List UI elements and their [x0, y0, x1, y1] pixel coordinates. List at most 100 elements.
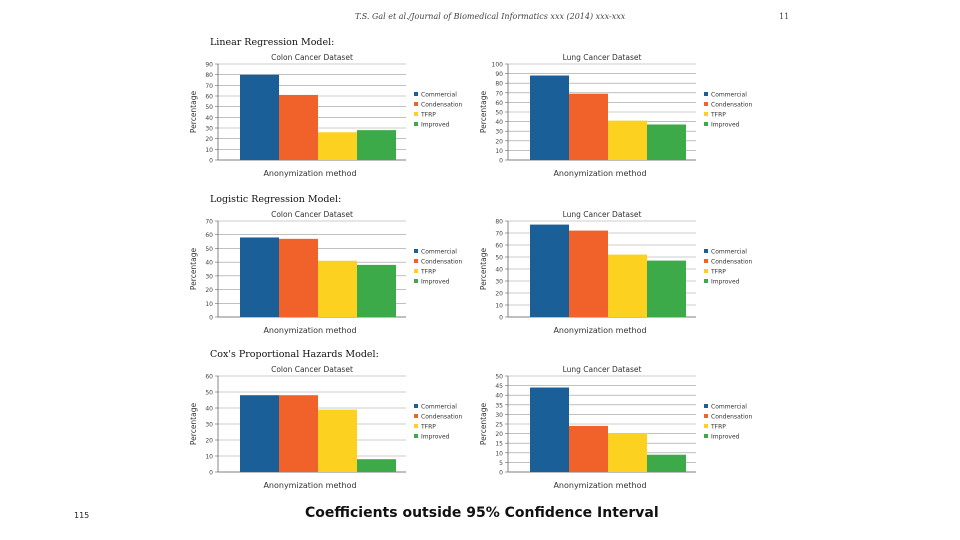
chart-logistic-lung: Lung Cancer Dataset 0 10 20 30 40 50 60 70 80 Anon… — [479, 210, 752, 335]
y-tick-label: 50 — [495, 374, 503, 381]
chart-logistic-colon: Colon Cancer Dataset 0 10 20 30 40 50 60 70 Anony… — [189, 210, 462, 335]
y-tick-label: 15 — [495, 441, 503, 448]
bar-improved — [647, 454, 686, 472]
slide-number: 115 — [74, 511, 90, 520]
legend-label: Improved — [711, 434, 740, 441]
y-tick-label: 60 — [205, 232, 213, 239]
legend-swatch — [704, 434, 708, 438]
legend-label: Commercial — [421, 404, 457, 411]
bar-condensation — [279, 94, 318, 160]
legend-swatch — [704, 112, 708, 116]
bar-tfrp — [318, 260, 357, 317]
bar-condensation — [569, 230, 608, 317]
bar-commercial — [240, 237, 279, 317]
chart-title: Colon Cancer Dataset — [271, 210, 353, 219]
y-tick-label: 20 — [205, 136, 213, 143]
bar-tfrp — [318, 409, 357, 472]
y-axis-label: Percentage — [479, 248, 488, 291]
legend-swatch — [414, 112, 418, 116]
y-tick-label: 40 — [495, 119, 503, 126]
y-tick-label: 20 — [495, 431, 503, 438]
legend-label: Condensation — [711, 259, 752, 266]
bar-improved — [647, 260, 686, 317]
journal-page-number: 11 — [779, 12, 790, 21]
y-tick-label: 60 — [495, 243, 503, 250]
bar-commercial — [530, 75, 569, 160]
chart-cox-colon: Colon Cancer Dataset 0 10 20 30 40 50 60 Anonymi… — [189, 365, 462, 490]
legend-label: Commercial — [711, 404, 747, 411]
legend-label: TFRP — [420, 424, 436, 431]
bar-commercial — [240, 395, 279, 472]
y-tick-label: 30 — [495, 412, 503, 419]
bar-improved — [647, 124, 686, 160]
bar-commercial — [240, 74, 279, 160]
y-tick-label: 40 — [205, 406, 213, 413]
y-tick-label: 100 — [492, 62, 504, 69]
bar-tfrp — [608, 254, 647, 317]
legend-swatch — [704, 279, 708, 283]
x-axis-label: Anonymization method — [553, 169, 646, 178]
y-tick-label: 30 — [495, 279, 503, 286]
legend-label: Improved — [711, 279, 740, 286]
bar-tfrp — [318, 132, 357, 160]
y-tick-label: 30 — [205, 273, 213, 280]
legend-swatch — [414, 122, 418, 126]
legend-label: Commercial — [421, 249, 457, 256]
legend-swatch — [414, 434, 418, 438]
legend-label: Commercial — [711, 249, 747, 256]
y-tick-label: 50 — [205, 246, 213, 253]
y-tick-label: 10 — [205, 454, 213, 461]
legend-swatch — [414, 92, 418, 96]
legend-swatch — [414, 269, 418, 273]
y-axis-label: Percentage — [189, 403, 198, 446]
legend-label: Improved — [421, 279, 450, 286]
y-tick-label: 0 — [499, 470, 503, 477]
y-axis-label: Percentage — [479, 403, 488, 446]
y-tick-label: 20 — [495, 291, 503, 298]
y-tick-label: 0 — [209, 315, 213, 322]
bar-tfrp — [608, 433, 647, 472]
x-axis-label: Anonymization method — [553, 481, 646, 490]
legend-swatch — [414, 102, 418, 106]
legend-label: TFRP — [420, 269, 436, 276]
bar-commercial — [530, 224, 569, 317]
legend-label: Commercial — [421, 92, 457, 99]
legend-label: Condensation — [711, 414, 752, 421]
legend-label: Commercial — [711, 92, 747, 99]
legend-swatch — [414, 424, 418, 428]
legend-label: TFRP — [710, 269, 726, 276]
y-tick-label: 0 — [499, 315, 503, 322]
chart-title: Lung Cancer Dataset — [563, 210, 642, 219]
x-axis-label: Anonymization method — [263, 481, 356, 490]
bar-condensation — [279, 238, 318, 317]
legend-swatch — [704, 414, 708, 418]
chart-linear-lung: Lung Cancer Dataset 0 10 20 30 40 50 60 70 80 90 10… — [479, 53, 752, 178]
legend-swatch — [704, 249, 708, 253]
legend-label: TFRP — [420, 112, 436, 119]
y-tick-label: 10 — [495, 303, 503, 310]
legend-label: Improved — [711, 122, 740, 129]
y-tick-label: 0 — [499, 158, 503, 165]
y-tick-label: 40 — [205, 115, 213, 122]
x-axis-label: Anonymization method — [263, 169, 356, 178]
legend-label: TFRP — [710, 424, 726, 431]
chart-title: Colon Cancer Dataset — [271, 365, 353, 374]
bar-tfrp — [608, 120, 647, 160]
legend-label: Condensation — [421, 414, 462, 421]
legend-swatch — [414, 414, 418, 418]
y-tick-label: 0 — [209, 158, 213, 165]
bar-condensation — [569, 93, 608, 160]
legend-label: Improved — [421, 434, 450, 441]
y-tick-label: 10 — [495, 148, 503, 155]
y-tick-label: 30 — [205, 126, 213, 133]
chart-cox-lung: Lung Cancer Dataset 0 5 10 15 20 25 30 35 40 45 50 A… — [479, 365, 752, 490]
bar-improved — [357, 264, 396, 317]
y-tick-label: 90 — [495, 71, 503, 78]
y-tick-label: 35 — [495, 402, 503, 409]
x-axis-label: Anonymization method — [263, 326, 356, 335]
y-tick-label: 60 — [205, 94, 213, 101]
y-tick-label: 70 — [205, 219, 213, 226]
legend-swatch — [704, 259, 708, 263]
bar-condensation — [569, 425, 608, 472]
y-tick-label: 20 — [205, 438, 213, 445]
